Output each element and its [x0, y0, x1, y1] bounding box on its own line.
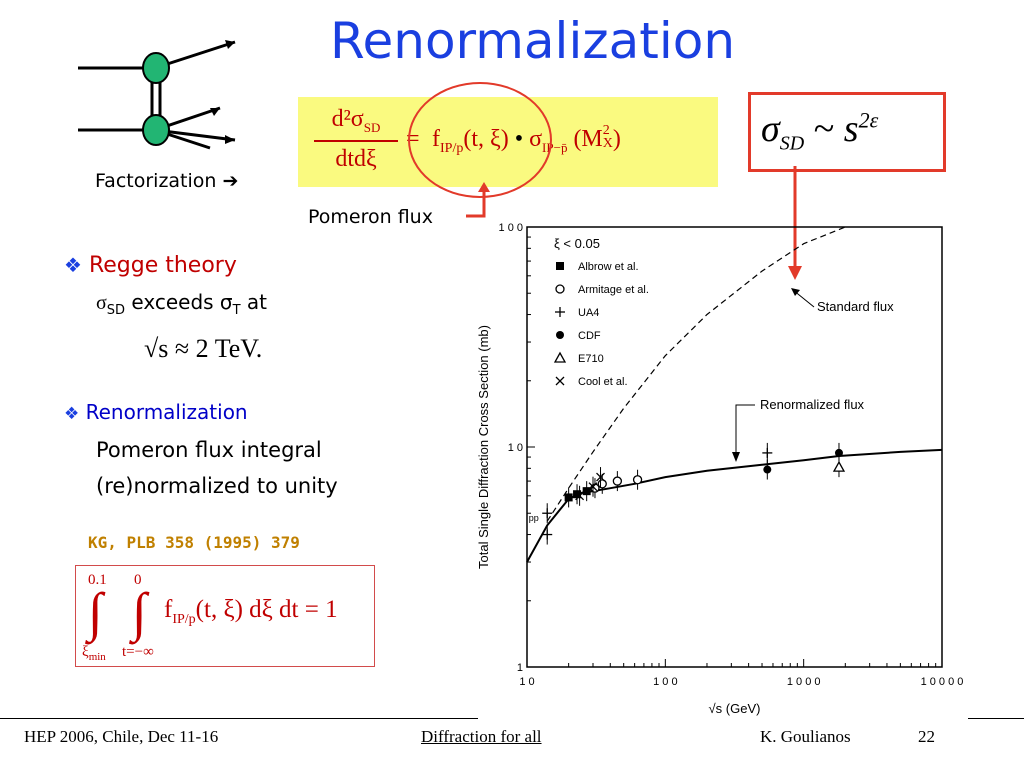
annotation-renormalized-flux: Renormalized flux	[760, 397, 865, 412]
pomeron-flux-label: Pomeron flux	[308, 206, 433, 228]
footer-page-number: 22	[918, 727, 935, 746]
upper-vertex	[142, 52, 170, 84]
marker-triangle-open	[553, 351, 567, 363]
marker-plus	[555, 307, 565, 317]
marker-cross	[596, 472, 605, 482]
cross-section-chart: 1 0 1 0 0 1 0 0 0 1 0 0 0 0 1 0 0 1 0 1 √s (GeV…	[476, 222, 964, 716]
footer-author: K. Goulianos	[760, 727, 851, 746]
flux-highlight-circle	[408, 82, 552, 198]
annotation-pointer	[735, 404, 755, 457]
legend-label: Cool et al.	[578, 376, 628, 388]
x-tick-label: 1 0 0 0	[787, 676, 821, 688]
annotation-pp: pp	[529, 513, 539, 523]
marker-circle-open	[597, 479, 607, 489]
right-arrow-icon: ➔	[222, 170, 239, 192]
x-tick-label: 1 0	[519, 676, 534, 688]
arrow-icon	[732, 452, 740, 462]
legend-label: E710	[578, 353, 604, 365]
marker-circle-open	[612, 476, 623, 486]
factorization-diagram	[78, 40, 236, 150]
marker-circle-open	[632, 475, 643, 485]
integral-sign-icon: ∫	[88, 582, 103, 642]
marker-circle	[763, 465, 772, 474]
y-tick-label: 1	[517, 662, 523, 674]
regge-statement: σSD exceeds σT at	[96, 290, 268, 318]
footer-link[interactable]: Diffraction for all	[421, 727, 542, 746]
series-renormalized-flux	[526, 448, 943, 563]
footer-rule-left	[0, 718, 478, 719]
y-axis-label: Total Single Diffraction Cross Section (…	[476, 325, 491, 569]
legend-label: Albrow et al.	[578, 261, 639, 273]
x-axis-label: √s (GeV)	[709, 701, 761, 716]
marker-square	[556, 262, 564, 270]
diamond-bullet-icon: ❖	[64, 404, 80, 424]
reference-citation: KG, PLB 358 (1995) 379	[88, 533, 300, 552]
diamond-bullet-icon: ❖	[64, 253, 82, 277]
normalization-integral: 0.1 0 ∫ ∫ ξmin t=−∞ fIP/p(t, ξ) dξ dt = …	[75, 565, 375, 667]
series-standard-flux	[546, 226, 846, 522]
x-tick-label: 1 0 0	[653, 676, 677, 688]
integral-sign-icon: ∫	[132, 582, 147, 642]
marker-square	[564, 493, 573, 502]
lower-vertex	[142, 114, 170, 146]
marker-plus	[542, 508, 553, 519]
marker-cross	[555, 376, 565, 386]
y-tick-label: 1 0	[508, 442, 523, 454]
legend-label: Armitage et al.	[578, 284, 649, 296]
energy-formula: √s ≈ 2 TeV.	[144, 334, 263, 363]
marker-cross	[575, 491, 585, 501]
marker-circle	[834, 448, 843, 457]
footer-rule-right	[968, 718, 1024, 719]
marker-triangle-open	[832, 460, 846, 472]
annotation-standard-flux: Standard flux	[817, 299, 894, 314]
marker-plus	[762, 447, 773, 458]
bullet-renormalization: ❖ Renormalization	[64, 400, 248, 424]
y-tick-label: 1 0 0	[499, 222, 523, 234]
marker-cross	[588, 482, 598, 492]
renorm-line-2: (re)normalized to unity	[96, 474, 338, 498]
marker-square	[573, 490, 582, 499]
marker-square	[582, 487, 591, 496]
x-tick-label: 1 0 0 0 0	[921, 676, 964, 688]
arrow-icon	[791, 288, 800, 296]
marker-circle-open	[555, 284, 565, 294]
legend-label: CDF	[578, 330, 601, 342]
legend-label: UA4	[578, 307, 599, 319]
legend-header: ξ < 0.05	[554, 236, 600, 251]
footer-conference: HEP 2006, Chile, Dec 11-16	[24, 727, 219, 746]
marker-circle	[556, 331, 564, 339]
renorm-line-1: Pomeron flux integral	[96, 438, 322, 462]
marker-plus	[542, 529, 553, 540]
pomeron-flux-arrow-icon	[466, 182, 490, 218]
bullet-regge-theory: ❖ Regge theory	[64, 253, 237, 278]
factorization-label: Factorization ➔	[95, 170, 239, 192]
sigma-sd-scaling-box: σSD ~ s2ε	[748, 92, 946, 172]
sigma-sd-arrow-icon	[788, 166, 802, 280]
slide-title: Renormalization	[330, 12, 736, 70]
